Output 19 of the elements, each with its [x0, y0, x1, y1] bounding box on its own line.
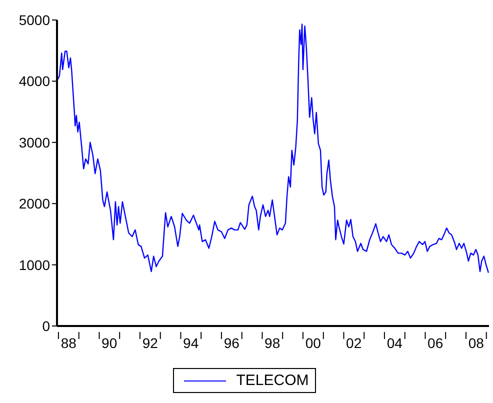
x-tick-label: 08 [468, 335, 484, 351]
x-tick-label: 04 [386, 335, 403, 351]
y-tick-label: 4000 [18, 73, 50, 90]
line-series [57, 24, 489, 274]
x-tick-label: 02 [346, 335, 362, 351]
x-tick-label: 00 [305, 335, 322, 351]
x-tick-label: 94 [183, 335, 199, 351]
x-tick-label: 88 [60, 335, 77, 351]
x-tick-label: 96 [224, 335, 240, 351]
legend-label: TELECOM [236, 372, 309, 389]
y-tick-label: 0 [42, 318, 50, 334]
x-tick-label: 98 [264, 335, 280, 351]
y-tick-label: 2000 [18, 196, 50, 212]
y-tick-label: 1000 [18, 256, 50, 273]
y-tick-label: 3000 [18, 134, 50, 150]
x-tick-label: 92 [142, 335, 158, 351]
x-tick-label: 90 [102, 335, 118, 351]
y-tick-label: 5000 [18, 12, 50, 28]
x-tick-label: 06 [428, 335, 444, 351]
